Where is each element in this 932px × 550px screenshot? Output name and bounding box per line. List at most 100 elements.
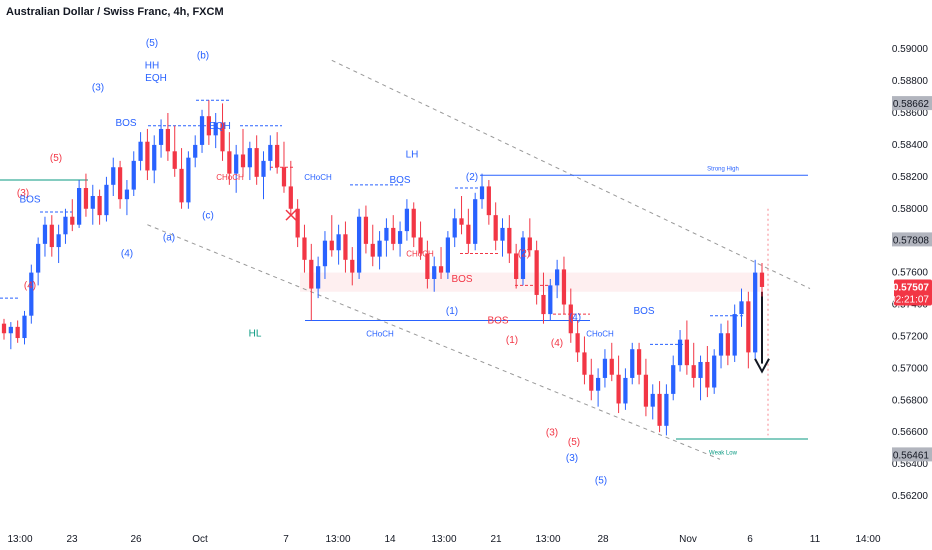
candle	[15, 326, 20, 339]
candle	[575, 333, 580, 353]
y-tick-label: 0.58800	[892, 76, 929, 87]
current-price-label: 0.57507	[893, 282, 930, 293]
wave-label: (a)	[163, 233, 175, 244]
wave-label: HL	[249, 328, 262, 339]
candle	[630, 349, 635, 378]
x-tick-label: Nov	[679, 534, 697, 545]
candle	[609, 358, 614, 375]
candle	[138, 141, 143, 161]
candle	[261, 160, 266, 177]
candle	[555, 269, 560, 286]
candle	[636, 349, 642, 375]
candle	[445, 237, 450, 273]
candle	[677, 339, 683, 366]
price-marker-tag	[892, 232, 932, 247]
candle	[213, 122, 218, 136]
candle	[234, 154, 239, 174]
x-tick-label: 13:00	[535, 534, 560, 545]
candle	[63, 216, 68, 235]
candle	[343, 234, 348, 260]
candle	[568, 304, 573, 334]
wave-label: CHoCH	[304, 173, 332, 182]
candle	[684, 339, 689, 366]
candle	[404, 208, 410, 232]
wave-label: BOS	[633, 306, 654, 317]
wave-label: (4)	[569, 312, 581, 323]
y-tick-label: 0.59000	[892, 44, 929, 55]
wave-label: Weak Low	[709, 451, 738, 457]
price-marker-tag	[892, 447, 932, 462]
candle	[500, 227, 505, 241]
candle	[145, 141, 150, 171]
candle	[350, 259, 355, 273]
wave-label: (2)	[518, 249, 530, 260]
forecast-arrow-head	[754, 358, 770, 374]
wave-label: (4)	[551, 338, 563, 349]
candle	[377, 240, 382, 257]
y-tick-label: 0.57000	[892, 363, 929, 374]
candle	[254, 148, 259, 177]
wave-label: CHoCH	[406, 250, 434, 259]
candle	[705, 361, 710, 388]
candle	[493, 215, 498, 241]
x-axis-panel	[0, 528, 932, 550]
y-tick-label: 0.58000	[892, 204, 929, 215]
candle	[473, 199, 478, 244]
candle	[712, 355, 717, 388]
candle	[732, 314, 737, 356]
supply-zone	[300, 272, 760, 292]
candle	[22, 315, 27, 339]
candle	[8, 326, 13, 334]
candle	[83, 188, 89, 209]
candle	[124, 189, 130, 200]
y-tick-label: 0.57600	[892, 268, 929, 279]
candle	[718, 333, 724, 356]
x-tick-label: Oct	[192, 534, 208, 545]
candle	[172, 151, 177, 169]
candle	[479, 186, 485, 200]
candle	[507, 227, 512, 254]
wave-label: EQH	[145, 73, 167, 84]
candle	[623, 377, 628, 404]
price-marker-label: 0.58662	[893, 99, 930, 110]
candle	[281, 167, 287, 187]
candle	[595, 377, 601, 391]
candle	[746, 301, 751, 353]
y-tick-label: 0.56200	[892, 491, 929, 502]
candle	[411, 208, 416, 238]
channel-upper-line	[331, 59, 811, 290]
x-tick-label: 14:00	[855, 534, 880, 545]
candle	[438, 266, 444, 273]
candle	[520, 237, 526, 279]
candle	[527, 237, 532, 251]
candle	[418, 237, 423, 254]
candle	[466, 224, 471, 244]
candle	[432, 266, 437, 279]
candle	[56, 234, 61, 248]
wave-label: (1)	[506, 335, 518, 346]
wave-label: BOS	[487, 316, 508, 327]
candle	[739, 301, 744, 315]
candle	[657, 393, 662, 426]
candle	[486, 186, 491, 216]
candle	[186, 157, 191, 203]
candle	[131, 160, 136, 190]
wave-label: (1)	[446, 306, 458, 317]
wave-label: Strong High	[707, 166, 739, 172]
candle	[111, 167, 116, 185]
candle	[104, 184, 109, 216]
candle	[363, 216, 369, 244]
candle	[425, 253, 430, 279]
wave-label: CHoCH	[216, 173, 244, 182]
candle	[36, 243, 41, 273]
candle	[664, 393, 669, 426]
x-tick-label: 14	[384, 534, 396, 545]
wave-label: (3)	[546, 427, 558, 438]
candle	[329, 240, 334, 251]
candle	[199, 116, 205, 145]
candle	[77, 188, 82, 225]
wave-label: (5)	[595, 475, 607, 486]
candle	[561, 269, 567, 305]
x-tick-label: 21	[490, 534, 502, 545]
